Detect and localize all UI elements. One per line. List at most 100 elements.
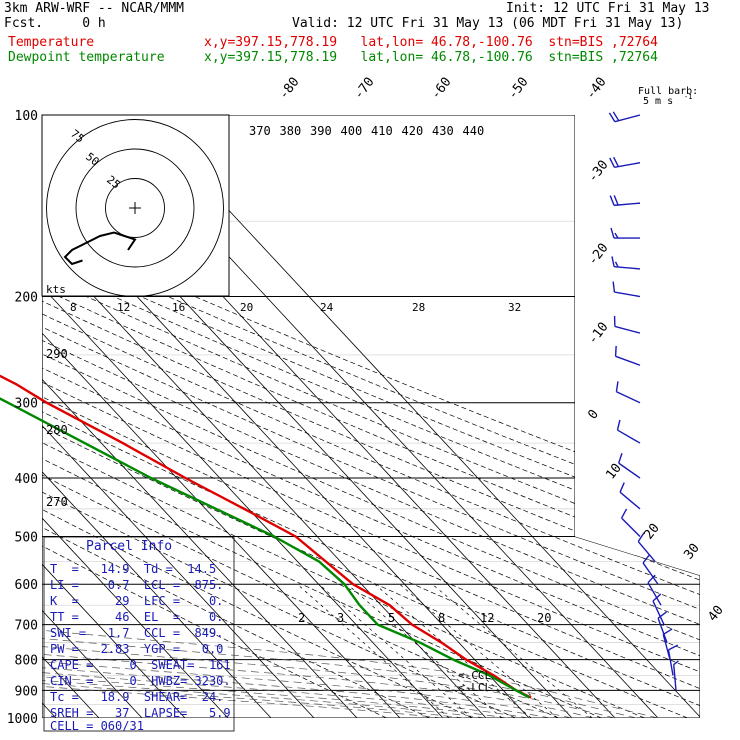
wind-barb-flag bbox=[647, 574, 656, 584]
dry-adiabat-line bbox=[42, 115, 700, 718]
dry-adiabat-line bbox=[42, 115, 700, 718]
wind-barb-flag bbox=[609, 157, 616, 168]
wind-barb bbox=[615, 381, 641, 404]
theta-e-label: 440 bbox=[463, 124, 485, 138]
theta-e-label: 380 bbox=[280, 124, 302, 138]
hodograph-trace bbox=[63, 231, 137, 266]
dry-adiabat-line bbox=[42, 115, 559, 718]
wind-barb-flag bbox=[611, 256, 615, 267]
isotherm-line bbox=[139, 115, 700, 718]
wind-barb bbox=[609, 195, 641, 207]
theta-e-label: 370 bbox=[249, 124, 271, 138]
hodograph-ring bbox=[105, 178, 165, 238]
isotherm-line bbox=[0, 115, 13, 718]
pressure-label: 300 bbox=[15, 397, 38, 412]
theta-e-label: 390 bbox=[310, 124, 332, 138]
isotherm-label: -80 bbox=[276, 75, 302, 103]
wind-barb-flag bbox=[620, 508, 628, 519]
wind-barb-flag bbox=[612, 281, 616, 293]
theta-e-label: 400 bbox=[341, 124, 363, 138]
hodograph-ring bbox=[75, 148, 195, 268]
dry-adiabat-line bbox=[42, 115, 700, 718]
hodograph-axis-label: 28 bbox=[412, 301, 425, 314]
dewpoint-legend: Dewpoint temperature bbox=[8, 50, 165, 65]
wind-barb-staff bbox=[673, 664, 677, 691]
theta-e-label: 410 bbox=[371, 124, 393, 138]
pressure-label: 200 bbox=[15, 291, 38, 306]
moist-adiabat-line bbox=[42, 296, 508, 718]
isotherm-line bbox=[42, 115, 444, 718]
wind-barb-staff bbox=[614, 114, 641, 123]
theta-label: 270 bbox=[46, 495, 68, 509]
isotherm-label: 30 bbox=[681, 541, 702, 563]
isotherm-label: -40 bbox=[583, 75, 609, 103]
isotherm-line bbox=[42, 115, 272, 718]
lcl-label: <-LCL bbox=[458, 681, 491, 694]
pressure-label: 900 bbox=[15, 684, 38, 699]
dry-adiabat-line bbox=[42, 115, 700, 718]
parcel-row: Tc = 18.9 SHEAR= 24. bbox=[50, 690, 224, 704]
wind-barb-staff bbox=[667, 649, 674, 676]
wind-barb-flag bbox=[608, 112, 616, 123]
dry-adiabat-line bbox=[42, 115, 700, 718]
wind-barb bbox=[608, 111, 641, 123]
wind-barbs bbox=[608, 111, 679, 691]
wind-scale-value: 5 m s bbox=[643, 96, 673, 107]
wind-barb-flag bbox=[657, 611, 667, 619]
wind-barb-staff bbox=[615, 355, 641, 366]
pressure-label: 400 bbox=[15, 472, 38, 487]
wind-barb bbox=[614, 345, 641, 366]
parcel-box-frame bbox=[43, 536, 235, 732]
wind-barb bbox=[637, 532, 656, 562]
hodograph-ring-label: 25 bbox=[104, 173, 122, 191]
hodograph-axis-label: 32 bbox=[508, 301, 521, 314]
dry-adiabat-line bbox=[42, 115, 387, 718]
wind-barb-staff bbox=[619, 491, 641, 510]
wind-barb-flag bbox=[662, 628, 673, 636]
wind-barb-staff bbox=[616, 391, 641, 404]
wind-barb bbox=[620, 508, 641, 537]
mixing-ratio-line bbox=[347, 583, 503, 718]
isotherm-label: 20 bbox=[641, 521, 662, 543]
parcel-row: PW = 2.83 YGP = 0.0 bbox=[50, 642, 224, 656]
dry-adiabat-line bbox=[42, 115, 645, 718]
dry-adiabat-line bbox=[42, 115, 430, 718]
hodograph-axis-label: 8 bbox=[70, 301, 77, 314]
wind-barb-flag bbox=[642, 554, 651, 564]
isotherm-line bbox=[42, 115, 186, 718]
isotherm-line bbox=[42, 115, 487, 718]
mixing-ratio-label: 8 bbox=[438, 611, 445, 625]
frame-right-slant bbox=[574, 536, 700, 576]
diagram-grid bbox=[0, 115, 700, 718]
isotherm-label: -30 bbox=[585, 158, 611, 186]
parcel-row: K = 29 LFC = 0. bbox=[50, 594, 224, 608]
parcel-row: CIN = 0 HWBZ= 3230. bbox=[50, 674, 231, 688]
dry-adiabat-line bbox=[42, 115, 700, 718]
wind-barb-flag bbox=[637, 532, 645, 542]
wind-barb-staff bbox=[642, 562, 659, 585]
dewpoint-trace bbox=[0, 397, 530, 699]
wind-barb-flag bbox=[610, 227, 615, 239]
wind-barb-flag bbox=[615, 381, 619, 392]
wind-barb-flag bbox=[612, 111, 620, 122]
wind-barb-staff bbox=[614, 325, 641, 334]
dry-adiabat-line bbox=[42, 115, 516, 718]
wind-barb-flag bbox=[619, 482, 625, 493]
isotherm-label: 0 bbox=[585, 407, 602, 422]
mixing-ratio-label: 12 bbox=[480, 611, 494, 625]
wind-barb-staff bbox=[621, 517, 641, 537]
mixing-ratio-label: 2 bbox=[298, 611, 305, 625]
pressure-label: 1000 bbox=[7, 712, 38, 727]
isotherm-label: -10 bbox=[585, 320, 611, 348]
hodograph-ring bbox=[46, 119, 224, 297]
wind-barb-flag bbox=[614, 232, 619, 239]
hodograph-ring-label: 50 bbox=[83, 150, 101, 168]
wind-barb bbox=[667, 644, 679, 676]
wind-barb bbox=[609, 156, 641, 168]
temperature-trace bbox=[0, 374, 532, 699]
wind-barb bbox=[611, 256, 641, 270]
wind-barb-flag bbox=[616, 419, 621, 431]
pressure-label: 700 bbox=[15, 619, 38, 634]
